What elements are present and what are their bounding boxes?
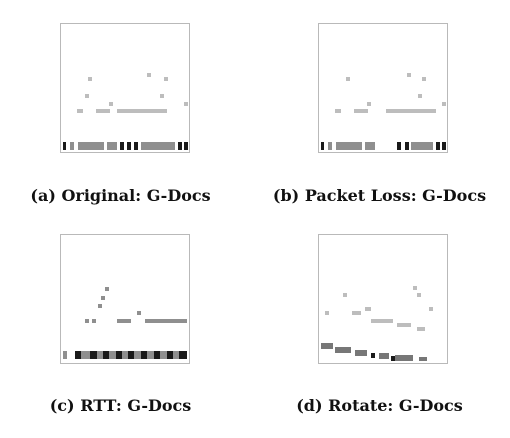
caption-rtt: (c) RTT: G-Docs — [49, 396, 192, 415]
caption-packet-loss: (b) Packet Loss: G-Docs — [272, 186, 487, 205]
caption-original: (a) Original: G-Docs — [30, 186, 211, 205]
heatmap-rtt — [60, 234, 190, 364]
heatmap-original — [60, 23, 190, 153]
caption-rotate: (d) Rotate: G-Docs — [296, 396, 463, 415]
heatmap-packet-loss — [318, 23, 448, 153]
heatmap-rotate — [318, 234, 448, 364]
